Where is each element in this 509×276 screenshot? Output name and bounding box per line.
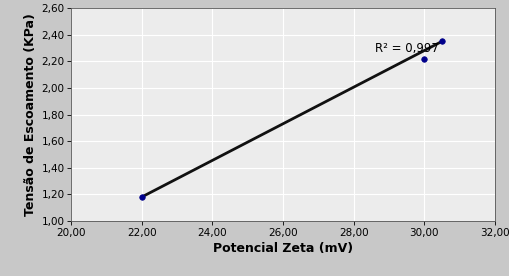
- Point: [437, 39, 445, 44]
- Y-axis label: Tensão de Escoamento (KPa): Tensão de Escoamento (KPa): [24, 13, 37, 216]
- Point: [419, 57, 428, 61]
- X-axis label: Potencial Zeta (mV): Potencial Zeta (mV): [213, 242, 352, 255]
- Text: R² = 0,997: R² = 0,997: [374, 42, 438, 55]
- Point: [137, 195, 146, 199]
